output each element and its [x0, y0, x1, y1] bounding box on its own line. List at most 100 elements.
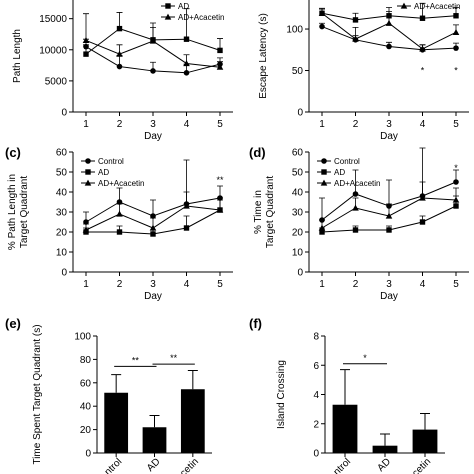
data-point — [453, 13, 459, 19]
panel-e: (e) 0 20 40 60 80 100 Time Spent Target Quadran… — [5, 316, 212, 474]
data-point — [83, 51, 89, 57]
panel-c: (c) 0 10 20 30 40 50 60 % Path Length inTarget Q… — [5, 145, 233, 302]
panel-f: (f) 0 2 4 6 8 Island Crossing ntrol AD cetin * — [249, 316, 445, 474]
legend-marker — [85, 169, 91, 175]
data-point — [352, 227, 359, 233]
error-bar — [420, 413, 430, 430]
y-axis-label-line: % Path Length in — [7, 174, 18, 250]
bar — [142, 427, 167, 453]
y-tick-label: 0 — [85, 449, 91, 460]
y-tick-label: 0 — [297, 268, 303, 279]
data-point — [149, 224, 157, 231]
legend-entry: AD — [98, 168, 109, 177]
data-point — [352, 204, 359, 211]
y-axis-label-line: Target Quadrant — [19, 176, 30, 248]
data-point — [116, 63, 123, 70]
error-bar — [352, 169, 359, 194]
y-tick-label: 80 — [80, 355, 92, 366]
legend-marker — [164, 13, 172, 20]
x-tick-label: 5 — [453, 279, 459, 290]
data-point — [452, 196, 460, 203]
data-point — [419, 45, 426, 52]
data-point — [386, 43, 392, 50]
x-tick-label: 1 — [319, 279, 325, 290]
data-point — [352, 35, 359, 42]
data-point — [116, 25, 123, 32]
bar — [104, 392, 129, 453]
data-point — [419, 219, 426, 225]
series-ad-acacetin — [318, 181, 460, 231]
y-tick-label: 100 — [74, 332, 91, 343]
data-point — [83, 219, 89, 225]
data-point — [217, 47, 223, 54]
x-tick-label: AD — [145, 456, 163, 474]
data-point — [318, 224, 326, 231]
series-ad-acacetin — [82, 191, 224, 233]
y-tick-label: 4 — [313, 390, 319, 401]
legend-entry: Control — [334, 157, 360, 166]
error-bar — [149, 415, 160, 428]
data-point — [150, 231, 156, 237]
bar — [180, 389, 205, 453]
bar — [372, 445, 398, 453]
x-tick-label: cetin — [178, 456, 201, 474]
error-bar — [319, 197, 325, 220]
x-tick-label: 3 — [150, 279, 156, 290]
x-tick-label: 3 — [386, 279, 392, 290]
data-point — [116, 210, 123, 217]
y-tick-label: 30 — [56, 208, 68, 219]
data-point — [318, 9, 326, 16]
error-bar — [386, 179, 392, 206]
error-bar — [380, 433, 390, 446]
y-tick-label: 10000 — [39, 45, 67, 56]
series-control — [83, 159, 223, 225]
y-tick-label: 0 — [61, 268, 67, 279]
legend: AD+Acacetin — [397, 2, 460, 11]
y-tick-label: 40 — [56, 188, 68, 199]
y-tick-label: 40 — [80, 402, 92, 413]
legend-marker — [321, 169, 327, 175]
data-point — [150, 68, 156, 74]
y-tick-label: 20 — [56, 228, 68, 239]
y-tick-label: 6 — [313, 361, 319, 372]
error-bar — [83, 13, 89, 41]
y-tick-label: 50 — [292, 66, 304, 77]
y-axis-label: Island Crossing — [276, 360, 287, 429]
y-axis-label: Escape Latency (s) — [258, 13, 269, 99]
x-tick-label: 1 — [319, 119, 325, 130]
x-tick-label: ntrol — [103, 456, 125, 474]
y-tick-label: 0 — [297, 108, 303, 119]
y-axis-label: % Time inTarget Quadrant — [253, 176, 276, 248]
significance-marker: * — [363, 353, 367, 363]
panel-label-c: (c) — [5, 145, 21, 160]
legend-marker — [85, 158, 91, 164]
x-axis-label: Day — [144, 131, 162, 142]
x-tick-label: 3 — [386, 119, 392, 130]
significance-marker: ** — [132, 355, 140, 365]
data-point — [150, 213, 156, 219]
x-axis-label: Day — [380, 131, 398, 142]
legend-entry: AD+Acacetin — [334, 179, 380, 188]
data-point — [116, 50, 123, 57]
error-bar — [340, 369, 350, 405]
significance-marker: ** — [216, 175, 224, 185]
x-tick-label: 2 — [353, 279, 359, 290]
y-tick-label: 60 — [80, 378, 92, 389]
panel-a: 0 5000 10000 15000 Path Length 1 2 3 4 5 Day AD AD+A… — [12, 0, 233, 142]
y-tick-label: 60 — [56, 148, 68, 159]
data-point — [385, 19, 393, 26]
data-point — [82, 226, 90, 233]
data-point — [183, 225, 190, 231]
data-point — [453, 179, 459, 185]
x-tick-label: 1 — [83, 279, 89, 290]
data-point — [452, 28, 460, 35]
x-tick-label: 4 — [184, 279, 190, 290]
panel-b: 0 50 100 Escape Latency (s) 1 2 3 4 5 Day AD+Acace… — [258, 0, 469, 142]
legend-marker — [84, 179, 92, 186]
y-axis-label: Path Length — [12, 29, 23, 83]
y-tick-label: 40 — [292, 188, 304, 199]
legend-marker — [165, 3, 171, 9]
y-tick-label: 20 — [292, 228, 304, 239]
legend-marker — [400, 2, 408, 9]
data-point — [183, 36, 190, 42]
